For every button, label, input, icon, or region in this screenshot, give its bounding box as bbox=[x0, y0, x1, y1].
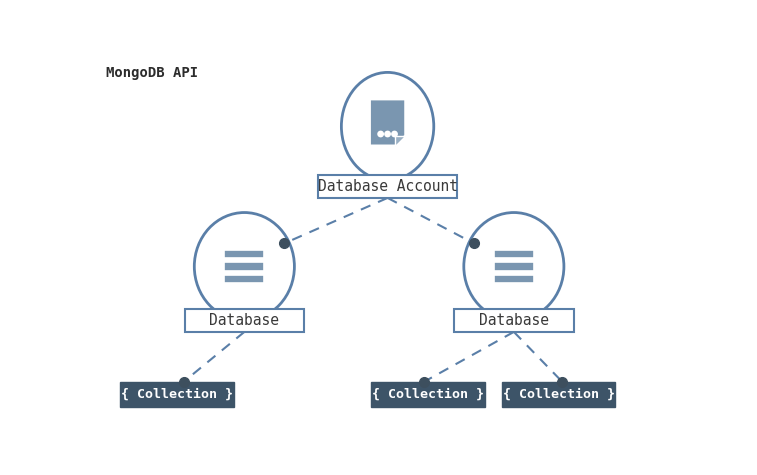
Text: Database: Database bbox=[210, 313, 279, 328]
Ellipse shape bbox=[341, 72, 434, 180]
Polygon shape bbox=[395, 135, 405, 145]
Ellipse shape bbox=[195, 212, 294, 320]
FancyBboxPatch shape bbox=[494, 250, 534, 258]
FancyBboxPatch shape bbox=[185, 309, 304, 332]
Ellipse shape bbox=[464, 212, 564, 320]
FancyBboxPatch shape bbox=[318, 175, 457, 198]
Circle shape bbox=[392, 131, 397, 137]
FancyBboxPatch shape bbox=[224, 250, 264, 258]
FancyBboxPatch shape bbox=[224, 262, 264, 271]
Text: MongoDB API: MongoDB API bbox=[106, 66, 198, 80]
FancyBboxPatch shape bbox=[502, 382, 615, 407]
Text: Database: Database bbox=[479, 313, 549, 328]
FancyBboxPatch shape bbox=[494, 262, 534, 271]
FancyBboxPatch shape bbox=[371, 382, 484, 407]
Text: Database Account: Database Account bbox=[318, 179, 457, 194]
FancyBboxPatch shape bbox=[494, 275, 534, 283]
Circle shape bbox=[378, 131, 383, 137]
FancyBboxPatch shape bbox=[224, 275, 264, 283]
Text: { Collection }: { Collection } bbox=[372, 388, 484, 401]
Text: { Collection }: { Collection } bbox=[121, 388, 233, 401]
Polygon shape bbox=[370, 99, 405, 145]
FancyBboxPatch shape bbox=[454, 309, 574, 332]
Circle shape bbox=[385, 131, 391, 137]
FancyBboxPatch shape bbox=[120, 382, 235, 407]
Text: { Collection }: { Collection } bbox=[503, 388, 615, 401]
